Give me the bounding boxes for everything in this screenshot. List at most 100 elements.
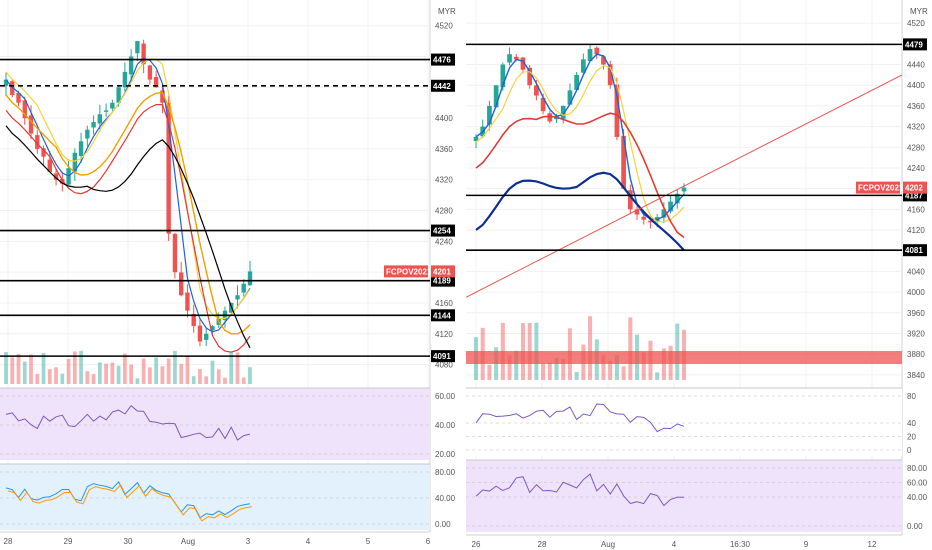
y-tick-label: 4320 <box>907 123 925 132</box>
subpanel-bg <box>0 464 430 530</box>
candle-body <box>627 190 633 210</box>
right-currency-label: MYR <box>910 7 928 16</box>
volume-bar <box>641 352 646 380</box>
y-tick-label: 3880 <box>907 350 925 359</box>
level-tag-label: 4189 <box>433 277 451 286</box>
volume-bar <box>235 352 240 384</box>
candle-body <box>247 271 253 286</box>
right-price-plot <box>465 43 903 380</box>
x-tick-label: 5 <box>366 537 371 546</box>
level-tag <box>431 53 455 66</box>
candle-body <box>487 105 492 125</box>
candle-body <box>78 141 84 156</box>
macd-line <box>475 403 685 433</box>
left-price-plot <box>0 39 430 384</box>
level-tag-label: 4144 <box>433 311 451 320</box>
candle-body <box>197 325 203 342</box>
volume-bar <box>487 364 492 380</box>
rsi-line <box>5 404 251 441</box>
y-tick-label: 4040 <box>907 267 925 276</box>
volume-bar <box>72 351 77 384</box>
candle-body <box>674 193 680 204</box>
sub-tick-label: 80.00 <box>907 464 928 473</box>
price-tag-value-box <box>431 265 455 278</box>
candle-body <box>540 97 546 112</box>
volume-bar <box>173 350 177 384</box>
volume-bar <box>16 354 21 384</box>
ma-red <box>475 112 685 239</box>
x-tick-label: Aug <box>601 540 615 549</box>
candle-body <box>581 59 586 73</box>
price-tag-value: 4202 <box>905 184 923 193</box>
sub-tick-label: 40.00 <box>907 493 928 502</box>
volume-bar <box>608 360 613 380</box>
candle-body <box>493 85 499 108</box>
right-subpanels: 0 20 40 80 0.00 40.00 60.00 80.00 <box>466 387 928 532</box>
ma-orange <box>5 91 251 335</box>
candle-body <box>500 64 506 88</box>
volume-bar <box>514 350 519 380</box>
candle-body <box>22 100 27 119</box>
volume-bar <box>614 355 619 380</box>
sub-tick-label: 0.00 <box>435 520 451 529</box>
volume-bar <box>54 367 58 384</box>
y-tick-label: 4000 <box>907 288 925 297</box>
x-tick-label: 16:30 <box>730 540 751 549</box>
volume-bar <box>110 362 115 384</box>
volume-bar <box>148 367 152 384</box>
candle-body <box>122 71 128 88</box>
candle-body <box>191 313 196 327</box>
sub-tick-label: 60.00 <box>435 392 456 401</box>
volume-bar <box>141 358 146 384</box>
y-tick-label: 4320 <box>435 176 453 185</box>
x-tick-label: 6 <box>426 537 431 546</box>
candle-body <box>648 220 653 223</box>
x-tick-label: 9 <box>804 540 809 549</box>
volume-bar <box>223 377 227 384</box>
candle-body <box>661 209 667 218</box>
y-tick-label: 3960 <box>907 309 925 318</box>
volume-bar <box>4 352 8 384</box>
volume-bar <box>621 366 626 380</box>
ma-yellow <box>475 64 685 223</box>
candle-body <box>534 85 539 96</box>
volume-bar <box>561 358 566 380</box>
y-tick-label: 4400 <box>435 114 453 123</box>
volume-bar <box>601 355 606 380</box>
ma-yellow <box>5 58 251 319</box>
volume-bar <box>588 316 593 380</box>
volume-bar <box>574 372 579 380</box>
stochastic-line <box>5 481 251 519</box>
candle-body <box>621 135 626 189</box>
sub-tick-label: 20 <box>907 433 916 442</box>
candle-body <box>507 54 512 63</box>
volume-bar <box>60 373 65 384</box>
candle-body <box>520 57 526 70</box>
left-subpanels: 20.00 40.00 60.00 0.00 40.00 80.00 <box>0 387 456 530</box>
candle-body <box>53 173 59 180</box>
y-tick-label: 4360 <box>435 145 453 154</box>
volume-bar <box>35 373 40 384</box>
candle-body <box>185 292 190 311</box>
price-tag-value-box <box>903 181 927 194</box>
ma-red <box>5 103 251 353</box>
candle-body <box>235 295 240 300</box>
y-tick-label: 4440 <box>907 61 925 70</box>
candle-body <box>601 56 606 65</box>
candle-body <box>116 87 121 103</box>
x-tick-label: 30 <box>124 537 133 546</box>
volume-bar <box>91 374 96 384</box>
x-tick-label: 4 <box>672 540 677 549</box>
price-tag-name-box <box>384 265 428 278</box>
candle-body <box>210 326 215 331</box>
y-tick-label: 4400 <box>907 81 925 90</box>
volume-bar <box>104 363 108 384</box>
volume-bar <box>541 363 546 380</box>
level-tag <box>903 38 927 51</box>
y-tick-label: 4520 <box>435 22 453 31</box>
candle-body <box>567 90 573 105</box>
candle-body <box>681 187 687 192</box>
candle-body <box>574 74 579 90</box>
volume-bar <box>116 365 121 384</box>
